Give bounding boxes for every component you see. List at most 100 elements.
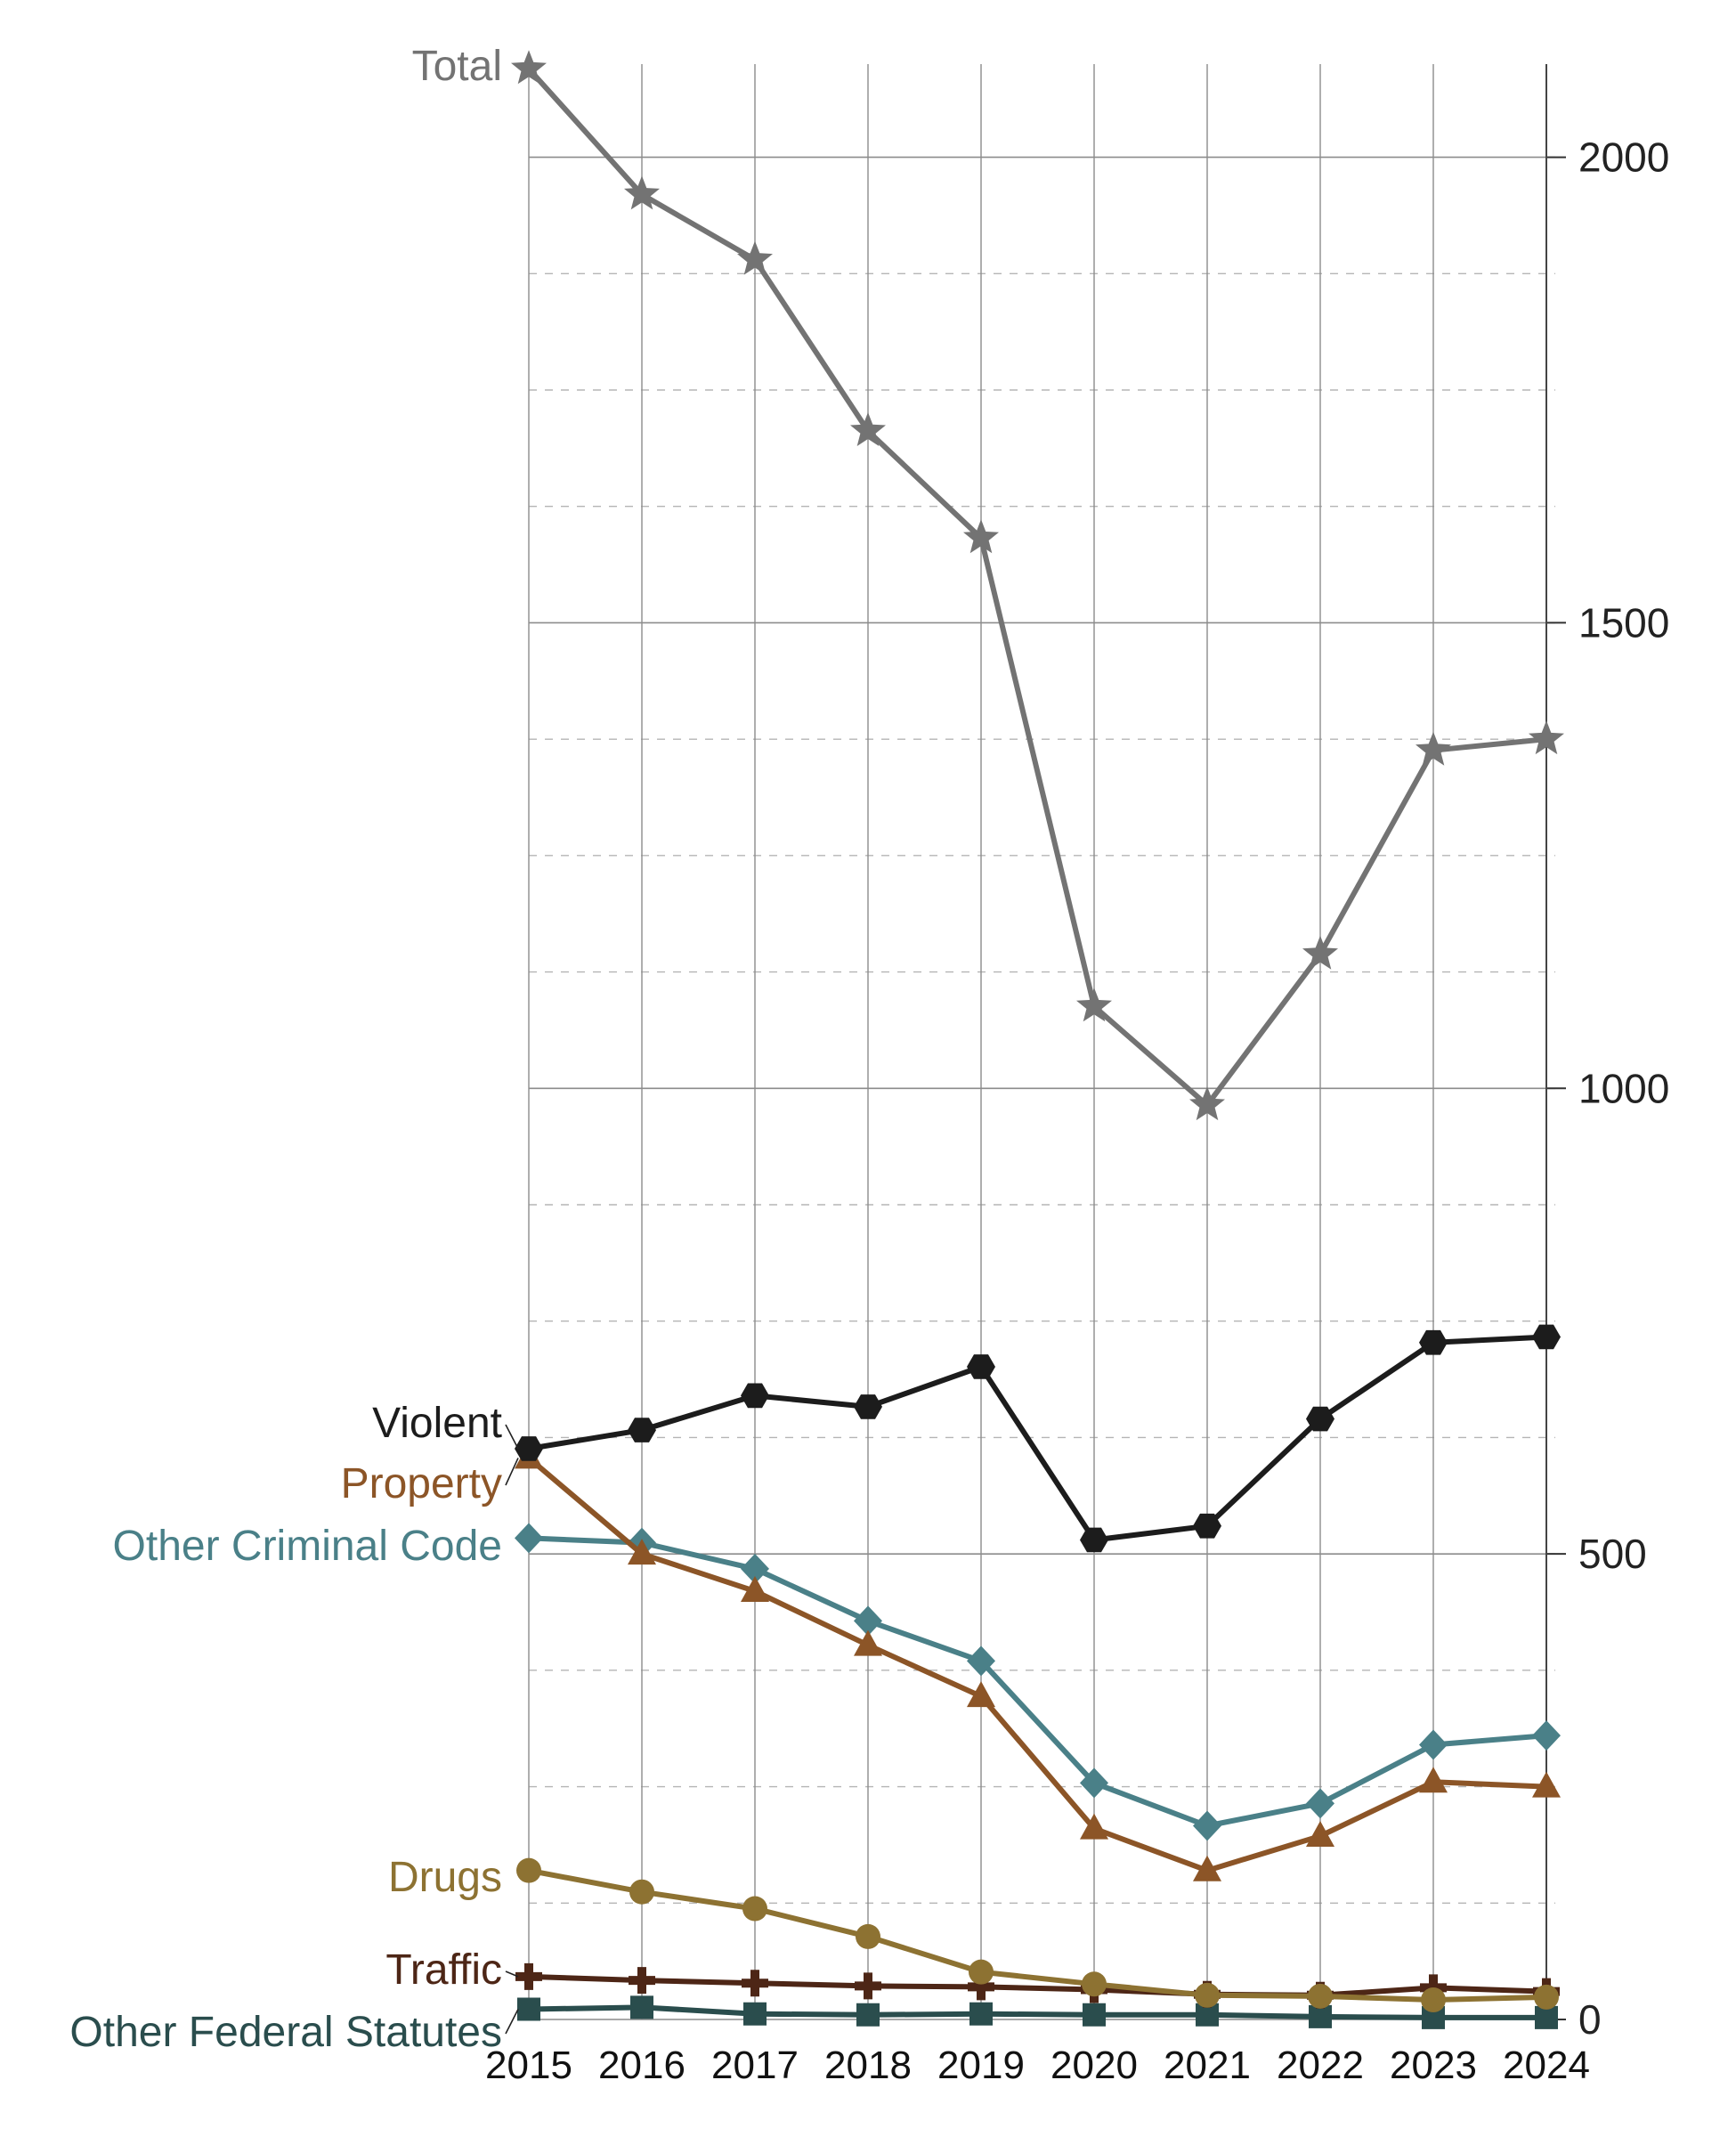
data-point: [517, 1997, 540, 2021]
series-other-federal-statutes: [517, 1995, 1558, 2029]
data-point: [1532, 1720, 1561, 1751]
grid: [528, 64, 1566, 2020]
data-point: [743, 2002, 767, 2026]
data-point: [1193, 1855, 1221, 1881]
y-tick-label: 2000: [1578, 134, 1669, 181]
data-point: [741, 1383, 769, 1409]
series-drugs: [516, 1857, 1559, 2013]
series-violent: [515, 1324, 1561, 1553]
data-point: [854, 1629, 882, 1656]
data-point: [855, 1972, 881, 2000]
series-line-other-criminal-code: [528, 1535, 1547, 1829]
data-point: [967, 1645, 995, 1677]
data-point: [629, 1967, 655, 1995]
series-line-property: [527, 1456, 1547, 1873]
y-tick-label: 500: [1578, 1531, 1647, 1577]
data-point: [515, 1436, 543, 1461]
y-tick-label: 0: [1578, 1996, 1602, 2043]
data-point: [624, 175, 660, 210]
data-point: [628, 1418, 656, 1442]
data-point: [629, 1879, 654, 1905]
x-tick-label: 2024: [1503, 2044, 1590, 2087]
data-point: [1082, 1971, 1107, 1997]
data-point: [1080, 1527, 1108, 1553]
data-point: [516, 1857, 541, 1883]
data-point: [854, 1605, 882, 1637]
data-point: [511, 50, 547, 85]
data-point: [1196, 2003, 1219, 2027]
series-line-other-federal-statutes: [528, 2004, 1546, 2020]
data-point: [1419, 1767, 1448, 1793]
data-point: [742, 1896, 767, 1922]
data-point: [741, 1553, 769, 1584]
data-point: [1189, 1086, 1225, 1121]
data-point: [963, 519, 999, 554]
x-tick-label: 2019: [937, 2044, 1025, 2087]
data-point: [854, 1394, 882, 1419]
data-point: [1416, 731, 1451, 766]
data-point: [967, 1681, 995, 1708]
data-point: [1534, 1984, 1559, 2010]
data-point: [1306, 1406, 1334, 1432]
data-point: [856, 1923, 880, 1949]
label-leader-line: [505, 1424, 519, 1450]
data-point: [969, 1959, 994, 1985]
label-leader-line: [505, 2009, 519, 2035]
x-tick-label: 2020: [1051, 2044, 1138, 2087]
x-tick-label: 2018: [824, 2044, 912, 2087]
label-leader-line: [505, 1970, 519, 1978]
y-axis-tick-labels: 0 500 1000 1500 2000: [1578, 134, 1669, 2043]
data-point: [1080, 1813, 1108, 1840]
data-point: [1306, 1788, 1334, 1819]
data-point: [515, 1523, 543, 1554]
data-point: [1306, 1821, 1334, 1847]
data-point: [1535, 2005, 1558, 2029]
series-line-total: [526, 67, 1547, 1109]
series-line-traffic: [528, 1973, 1547, 1998]
data-point: [968, 1973, 994, 2001]
label-leader-line: [505, 1458, 519, 1486]
data-point: [628, 1539, 656, 1565]
x-tick-label: 2021: [1164, 2044, 1251, 2087]
data-point: [850, 412, 886, 446]
data-point: [737, 240, 773, 275]
series-total: [511, 50, 1564, 1121]
series-label-traffic: Traffic: [385, 1946, 502, 1994]
data-point: [1419, 1729, 1448, 1760]
data-point: [742, 1970, 768, 1997]
y-tick-label: 1000: [1578, 1065, 1669, 1111]
series-label-total: Total: [412, 43, 502, 90]
data-point: [969, 2002, 993, 2026]
x-tick-label: 2017: [711, 2044, 799, 2087]
x-tick-label: 2015: [485, 2044, 572, 2087]
data-point: [515, 1962, 542, 1990]
data-point: [1419, 1329, 1448, 1355]
data-point: [1308, 1983, 1333, 2009]
data-point: [1193, 1810, 1221, 1841]
series-line-drugs: [528, 1867, 1547, 2003]
series-lines: [511, 50, 1564, 2029]
data-point: [630, 1995, 653, 2019]
data-point: [741, 1576, 769, 1602]
data-point: [1422, 2005, 1445, 2029]
data-point: [1302, 935, 1338, 970]
x-tick-label: 2016: [598, 2044, 685, 2087]
data-point: [856, 2003, 880, 2027]
series-labels: Total Violent Property Other Criminal Code D…: [69, 43, 519, 2056]
data-point: [1193, 1513, 1221, 1539]
data-point: [1532, 1324, 1561, 1350]
series-label-violent: Violent: [372, 1400, 502, 1447]
x-tick-label: 2022: [1277, 2044, 1364, 2087]
x-tick-label: 2023: [1390, 2044, 1477, 2087]
data-point: [967, 1354, 995, 1379]
series-label-property: Property: [341, 1460, 502, 1507]
data-point: [1080, 1767, 1108, 1799]
data-point: [1529, 720, 1564, 755]
data-point: [1309, 2004, 1332, 2028]
series-other-criminal-code: [515, 1523, 1561, 1841]
series-label-other-federal-statutes: Other Federal Statutes: [69, 2009, 502, 2056]
x-axis-tick-labels: 2015 2016 2017 2018 2019 2020 2021 2022 2023 2024: [485, 2044, 1590, 2087]
data-point: [1195, 1982, 1220, 2008]
y-tick-label: 1500: [1578, 599, 1669, 646]
